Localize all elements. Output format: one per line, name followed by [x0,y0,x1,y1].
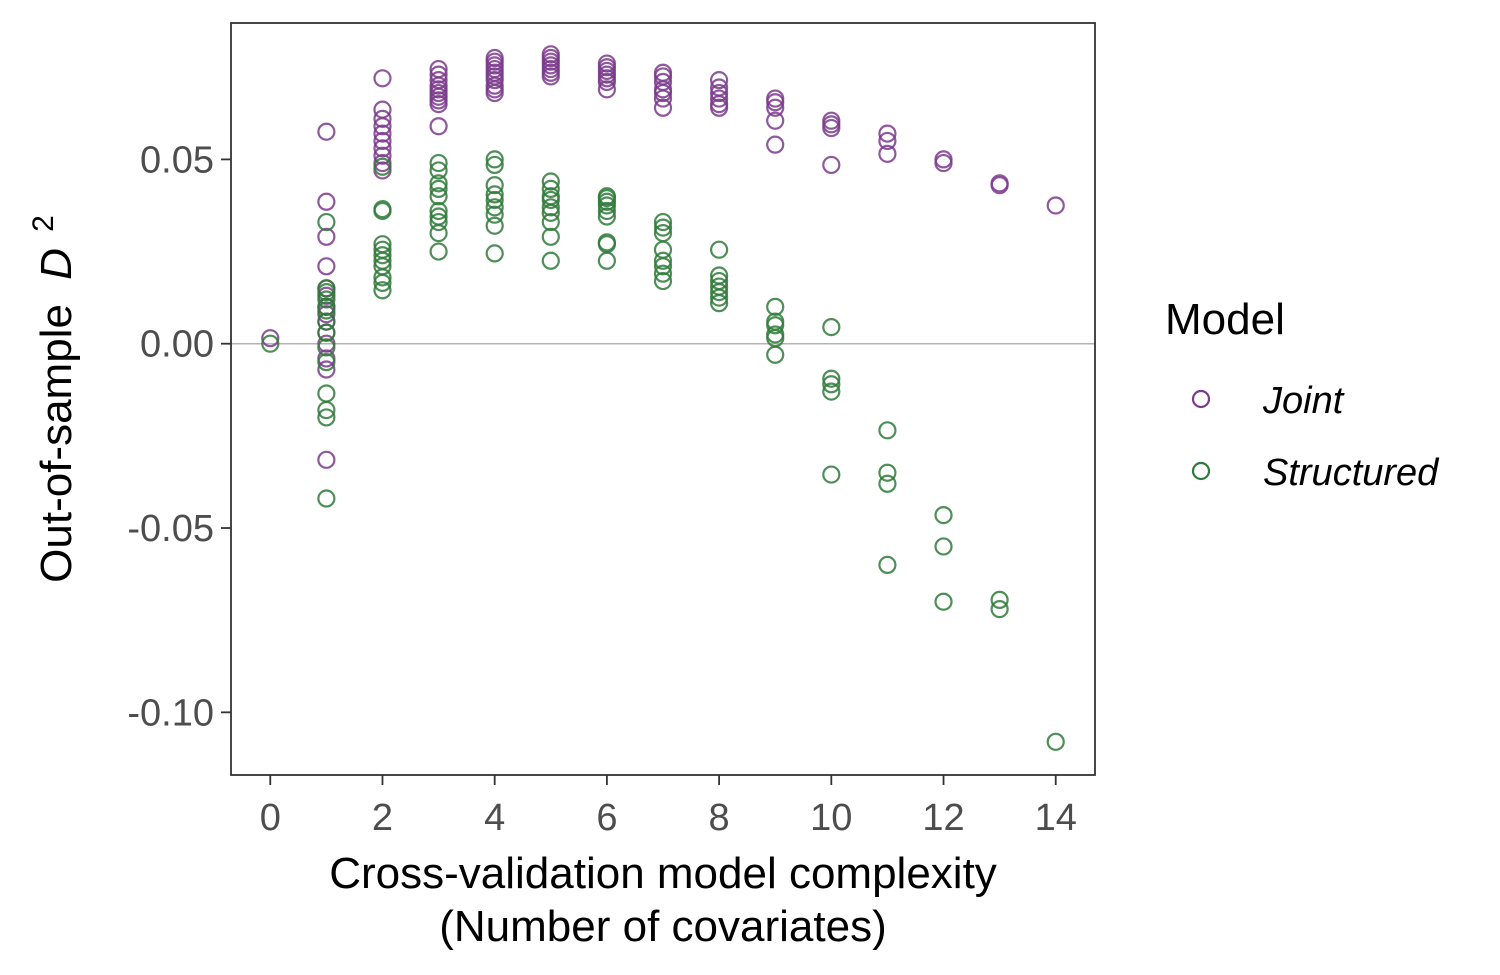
legend-label-structured: Structured [1263,452,1440,494]
x-tick-label: 12 [922,797,964,839]
x-tick-label: 10 [810,797,852,839]
legend-title: Model [1165,295,1285,344]
legend: Model Joint Structured [1165,295,1440,494]
legend-label-joint: Joint [1262,380,1345,422]
x-axis-title-line2: (Number of covariates) [439,902,886,951]
x-tick-label: 14 [1035,797,1077,839]
y-axis-title: Out-of-sample D 2 [27,215,81,583]
x-tick-label: 4 [484,797,505,839]
y-axis-title-symbol: D [32,248,81,280]
x-axis: 0 2 4 6 8 10 12 14 [260,775,1077,839]
y-axis: -0.10 -0.05 0.00 0.05 [127,139,231,734]
panel-background [231,23,1095,775]
x-tick-label: 0 [260,797,281,839]
x-tick-label: 2 [372,797,393,839]
y-tick-label: -0.05 [127,508,214,550]
y-tick-label: 0.05 [140,139,214,181]
legend-key-joint [1193,391,1209,407]
legend-key-structured [1193,463,1209,479]
x-tick-label: 6 [596,797,617,839]
y-axis-title-prefix: Out-of-sample [32,304,81,583]
y-tick-label: 0.00 [140,324,214,366]
y-tick-label: -0.10 [127,692,214,734]
y-axis-title-superscript: 2 [27,215,60,232]
x-axis-title: Cross-validation model complexity [329,849,997,898]
x-tick-label: 8 [709,797,730,839]
svg-text:Out-of-sample D 2: Out-of-sample D 2 [27,215,81,583]
